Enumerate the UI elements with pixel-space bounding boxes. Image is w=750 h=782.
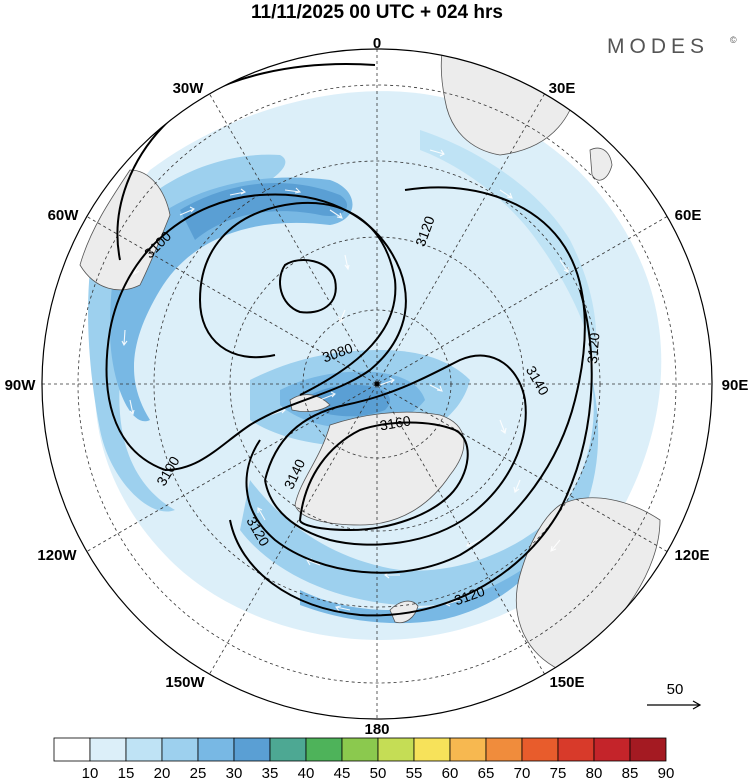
colorbar-label: 20 xyxy=(154,765,171,782)
reference-vector: 50 xyxy=(647,681,702,710)
colorbar-swatch xyxy=(269,737,307,762)
colorbar-swatch xyxy=(485,737,523,762)
south-pole-marker xyxy=(374,381,380,387)
colorbar-label: 65 xyxy=(478,765,495,782)
colorbar-label: 55 xyxy=(406,765,423,782)
colorbar-swatch xyxy=(233,737,271,762)
colorbar-label: 45 xyxy=(334,765,351,782)
lon-label-90w: 90W xyxy=(5,377,37,394)
contour-3080-inner xyxy=(279,259,337,314)
lon-label-0: 0 xyxy=(373,35,381,52)
colorbar-label: 15 xyxy=(118,765,135,782)
madagascar-landmass xyxy=(589,147,613,181)
colorbar-label: 10 xyxy=(82,765,99,782)
contour-label-3160: 3160 xyxy=(378,412,412,433)
colorbar-swatch xyxy=(341,737,379,762)
lon-label-180: 180 xyxy=(364,721,389,738)
lon-label-120w: 120W xyxy=(37,547,77,564)
wind-vectors xyxy=(121,149,595,612)
land-masses xyxy=(79,49,661,671)
colorbar-label: 75 xyxy=(550,765,567,782)
lon-label-60e: 60E xyxy=(675,207,702,224)
colorbar-label: 85 xyxy=(622,765,639,782)
colorbar-label: 30 xyxy=(226,765,243,782)
colorbar-label: 80 xyxy=(586,765,603,782)
map-title: 11/11/2025 00 UTC + 024 hrs xyxy=(251,2,503,23)
colorbar-swatch xyxy=(53,737,91,762)
reference-vector-label: 50 xyxy=(667,681,684,698)
colorbar-label: 25 xyxy=(190,765,207,782)
colorbar-label: 60 xyxy=(442,765,459,782)
colorbar-label: 50 xyxy=(370,765,387,782)
lon-label-150w: 150W xyxy=(165,674,205,691)
contour-label-3120-b: 3120 xyxy=(584,332,603,365)
lon-label-150e: 150E xyxy=(549,674,584,691)
contour-3100 xyxy=(105,193,407,471)
colorbar-swatch xyxy=(305,737,343,762)
modes-logo: MODES xyxy=(607,35,709,58)
contour-3080-outer xyxy=(198,201,397,396)
contour-3160 xyxy=(299,421,469,532)
map-boundary xyxy=(41,48,713,720)
logo-copyright-mark: © xyxy=(730,35,737,45)
colorbar-label: 40 xyxy=(298,765,315,782)
colorbar-swatch xyxy=(593,737,631,762)
contour-3120-north xyxy=(245,186,586,574)
colorbar-swatch xyxy=(377,737,415,762)
contour-3120-east xyxy=(229,289,593,617)
lon-label-30w: 30W xyxy=(173,80,205,97)
colorbar-label: 90 xyxy=(658,765,675,782)
lon-label-120e: 120E xyxy=(674,547,709,564)
colorbar-label: 35 xyxy=(262,765,279,782)
colorbar-label: 70 xyxy=(514,765,531,782)
colorbar-swatch xyxy=(413,737,451,762)
lon-label-30e: 30E xyxy=(549,80,576,97)
lon-label-90e: 90E xyxy=(722,377,749,394)
colorbar: 10 15 20 25 30 35 40 45 50 55 60 65 70 75 80 85 90 xyxy=(53,737,675,782)
colorbar-swatch xyxy=(125,737,163,762)
antarctica-landmass xyxy=(294,411,465,526)
peninsula-landmass xyxy=(289,394,331,412)
colorbar-swatch xyxy=(521,737,559,762)
colorbar-swatch xyxy=(449,737,487,762)
colorbar-swatch xyxy=(89,737,127,762)
contour-3140 xyxy=(264,354,527,546)
colorbar-swatch xyxy=(197,737,235,762)
colorbar-swatch xyxy=(557,737,595,762)
lon-label-60w: 60W xyxy=(48,207,80,224)
colorbar-swatch xyxy=(161,737,199,762)
longitude-labels: 0 30E 60E 90E 120E 150E 180 150W 120W 90… xyxy=(5,35,749,738)
colorbar-swatch xyxy=(629,737,667,762)
